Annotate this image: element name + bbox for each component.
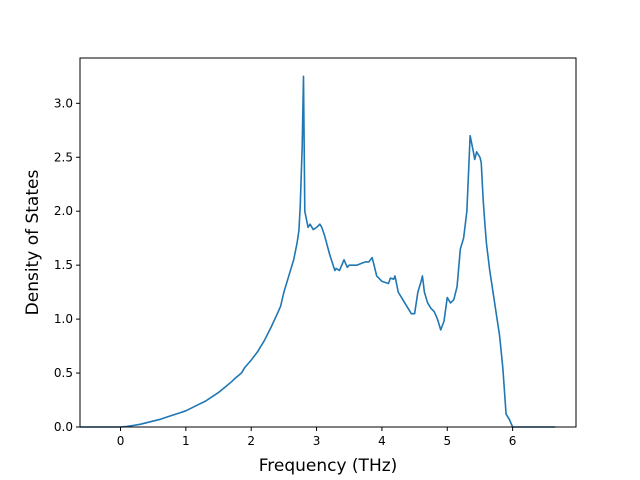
x-axis-ticks: 0 1 2 3 4 5 6	[117, 427, 517, 448]
y-tick-label: 0.0	[54, 420, 73, 434]
y-tick-label: 1.5	[54, 258, 73, 272]
x-tick-label: 5	[443, 434, 451, 448]
y-tick-label: 3.0	[54, 96, 73, 110]
dos-series-line	[80, 75, 556, 428]
x-tick-label: 0	[117, 434, 125, 448]
y-tick-label: 2.0	[54, 204, 73, 218]
y-tick-label: 1.0	[54, 312, 73, 326]
x-tick-label: 3	[313, 434, 321, 448]
x-tick-label: 1	[182, 434, 190, 448]
x-tick-label: 6	[509, 434, 517, 448]
y-tick-label: 0.5	[54, 366, 73, 380]
x-tick-label: 4	[378, 434, 386, 448]
x-axis-label: Frequency (THz)	[259, 456, 398, 476]
y-axis-label: Density of States	[23, 170, 43, 316]
axes-frame	[79, 57, 577, 428]
y-axis-ticks: 0.0 0.5 1.0 1.5 2.0 2.5 3.0	[54, 96, 80, 434]
y-tick-label: 2.5	[54, 150, 73, 164]
plot-area	[80, 75, 556, 428]
x-tick-label: 2	[247, 434, 255, 448]
